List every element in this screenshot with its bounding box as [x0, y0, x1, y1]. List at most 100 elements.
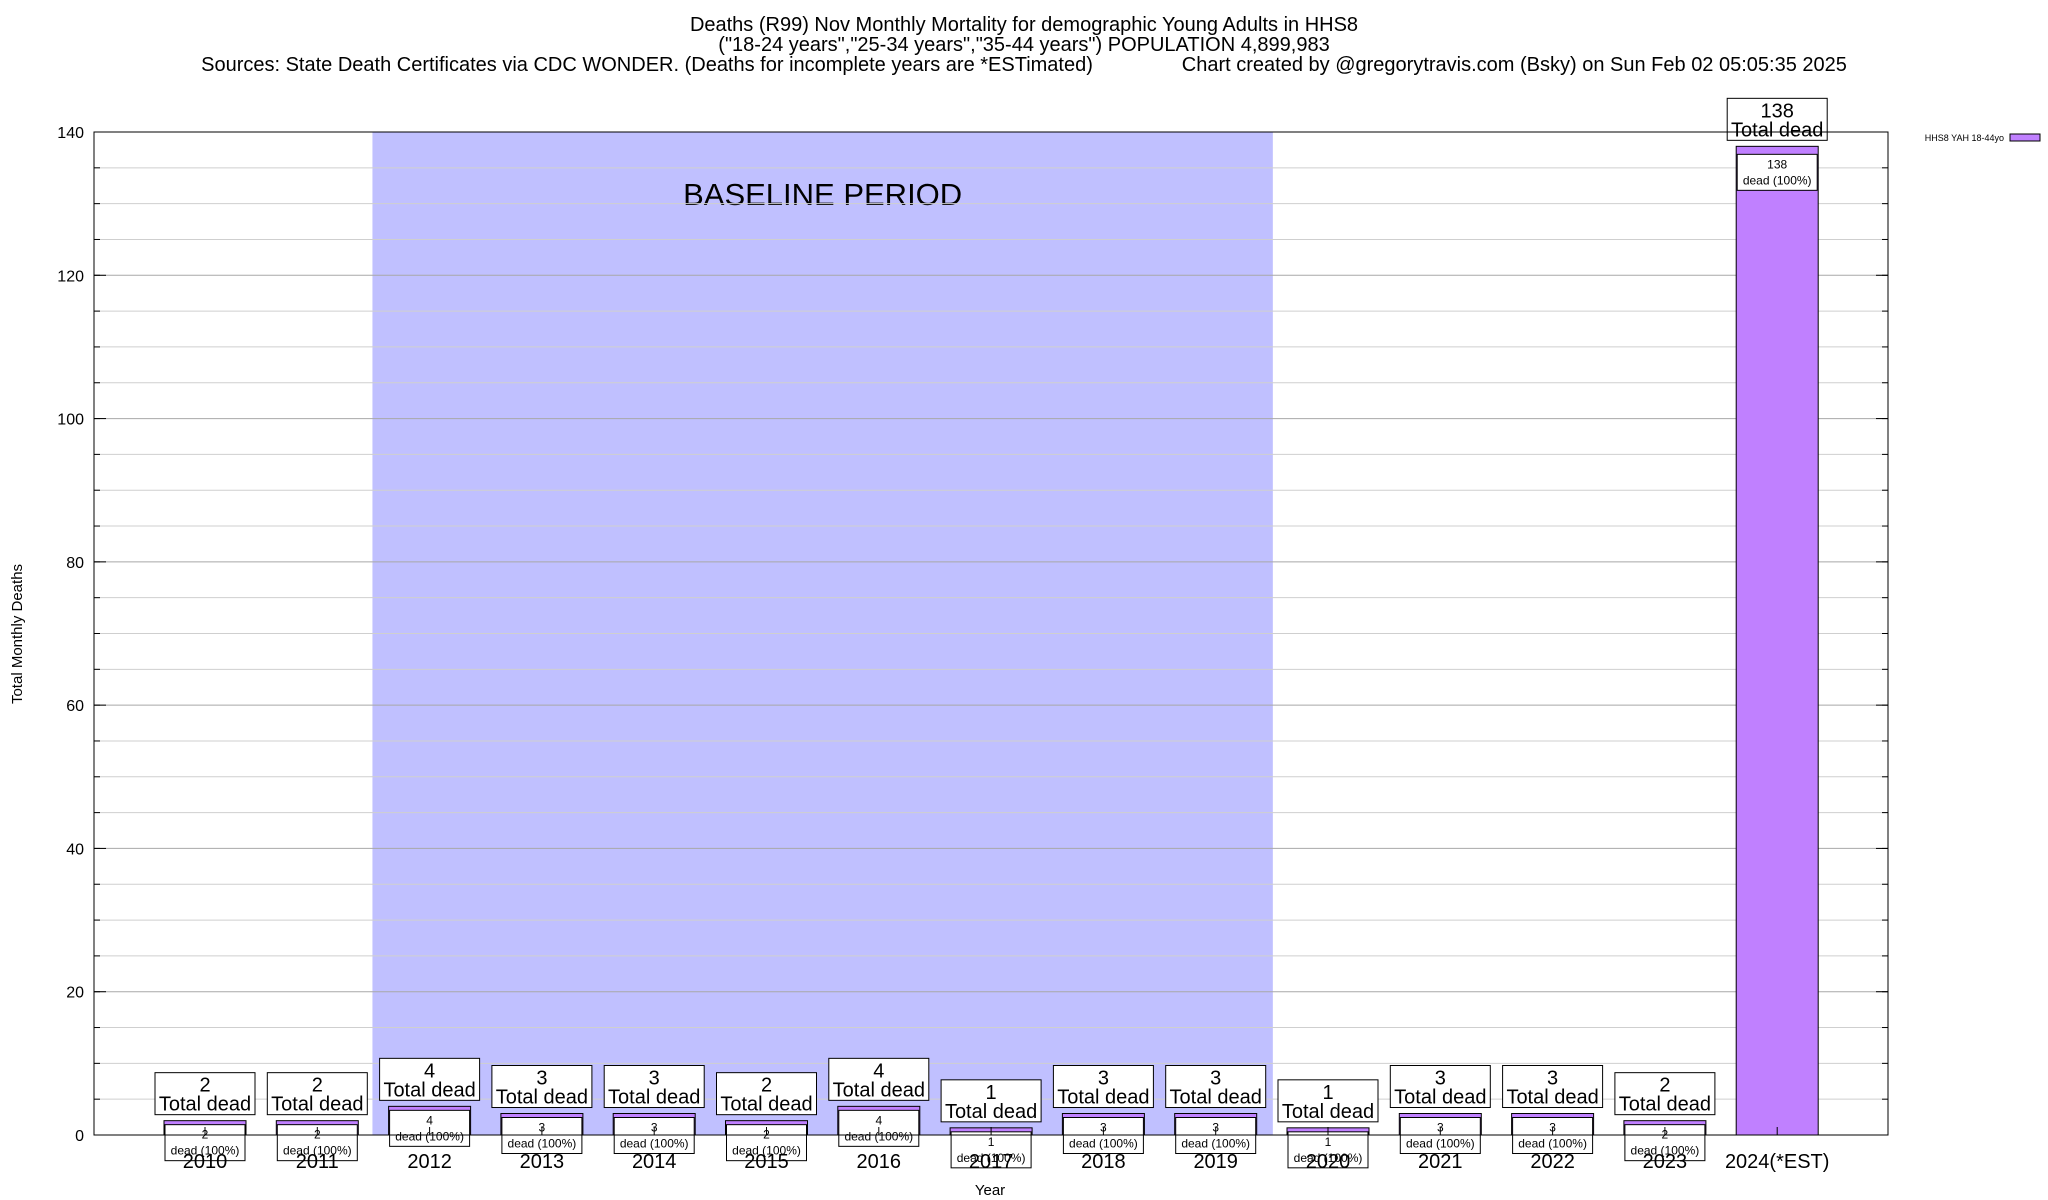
bar-top-value: 3: [1547, 1068, 1558, 1090]
bar-top-value: 2: [312, 1075, 323, 1097]
bar-top-label: Total dead: [608, 1087, 700, 1109]
y-tick-label: 40: [66, 841, 84, 858]
bar-inner-label-box: [1399, 1117, 1481, 1155]
bar-top-value: 3: [1210, 1068, 1221, 1090]
bar-inner-label-box: [1287, 1131, 1369, 1169]
bar: [1735, 145, 1819, 1136]
bar-inner-label: dead (100%): [1069, 1137, 1138, 1151]
x-axis-label: Year: [975, 1182, 1005, 1199]
chart-subtitle: ("18-24 years","25-34 years","35-44 year…: [718, 34, 1330, 56]
x-tick-label: 2018: [1081, 1151, 1126, 1173]
x-tick-label: 2014: [632, 1151, 677, 1173]
x-tick-label: 2017: [969, 1151, 1014, 1173]
bar-top-label: Total dead: [383, 1079, 475, 1101]
x-tick-label: 2022: [1530, 1151, 1575, 1173]
bar-inner-value: 4: [426, 1113, 433, 1127]
bar-top-value: 3: [1435, 1068, 1446, 1090]
bar-inner-label-box: [1512, 1117, 1594, 1155]
bar-inner-label-box: [1736, 153, 1818, 191]
bar-top-value: 2: [761, 1075, 772, 1097]
y-tick-label: 80: [66, 555, 84, 572]
bar-inner-label-box: [613, 1117, 695, 1155]
x-tick-label: 2023: [1643, 1151, 1688, 1173]
bar-top-label: Total dead: [1057, 1087, 1149, 1109]
bar-top-label-box: [1614, 1072, 1716, 1116]
x-tick-label: 2024(*EST): [1725, 1151, 1830, 1173]
x-tick-label: 2020: [1306, 1151, 1351, 1173]
bar-top-value: 2: [199, 1075, 210, 1097]
bar-inner-label: dead (100%): [1406, 1137, 1475, 1151]
bar-top-label-box: [154, 1072, 256, 1116]
bar-inner-value: 1: [1325, 1135, 1332, 1149]
legend-label: HHS8 YAH 18-44yo: [1925, 133, 2004, 143]
y-tick-label: 100: [57, 412, 84, 429]
bar-top-label: Total dead: [1282, 1101, 1374, 1123]
bar-top-value: 4: [424, 1060, 435, 1082]
x-tick-label: 2011: [296, 1151, 339, 1173]
bar-top-label-box: [266, 1072, 368, 1116]
bar-top-label-box: [603, 1065, 705, 1109]
y-tick-label: 120: [57, 268, 84, 285]
bar-top-label-box: [828, 1057, 930, 1101]
bar-top-value: 3: [1098, 1068, 1109, 1090]
y-tick-label: 60: [66, 698, 84, 715]
x-tick-label: 2019: [1193, 1151, 1238, 1173]
bar-top-label-box: [1726, 97, 1828, 141]
y-tick-label: 0: [75, 1128, 84, 1145]
bar-inner-label: dead (100%): [171, 1144, 240, 1158]
x-tick-label: 2015: [744, 1151, 789, 1173]
bar-top-value: 3: [649, 1068, 660, 1090]
bar-inner-label: dead (100%): [844, 1129, 913, 1143]
bar-inner-label-box: [1175, 1117, 1257, 1155]
bar-top-label: Total dead: [271, 1094, 363, 1116]
bar-top-value: 2: [1659, 1075, 1670, 1097]
bar-top-value: 4: [873, 1060, 884, 1082]
bar-inner-label: dead (100%): [1631, 1144, 1700, 1158]
bar-top-label-box: [379, 1057, 481, 1101]
bar-inner-label: dead (100%): [620, 1137, 689, 1151]
x-tick-label: 2013: [520, 1151, 565, 1173]
y-tick-label: 140: [57, 125, 84, 142]
chart-source-line: Sources: State Death Certificates via CD…: [201, 54, 1847, 76]
legend-swatch: [2009, 133, 2041, 142]
y-axis-label: Total Monthly Deaths: [9, 564, 26, 704]
bar-inner-label: dead (100%): [1294, 1151, 1363, 1165]
bar-top-label: Total dead: [1731, 119, 1823, 141]
bar-top-label-box: [491, 1065, 593, 1109]
x-tick-label: 2016: [857, 1151, 902, 1173]
bar-top-label-box: [1389, 1065, 1491, 1109]
bar-top-value: 1: [1322, 1082, 1333, 1104]
x-tick-label: 2021: [1418, 1151, 1463, 1173]
bar-top-label: Total dead: [720, 1094, 812, 1116]
bar-top-label-box: [1502, 1065, 1604, 1109]
bar-inner-value: 138: [1767, 157, 1787, 171]
bar-inner-value: 1: [988, 1135, 995, 1149]
bar-top-label-box: [1277, 1079, 1379, 1123]
bar-inner-label: dead (100%): [1181, 1137, 1250, 1151]
bar-inner-label: dead (100%): [508, 1137, 577, 1151]
bar-inner-label: dead (100%): [1518, 1137, 1587, 1151]
bar-top-value: 138: [1761, 100, 1794, 122]
bar-inner-label-box: [1062, 1117, 1144, 1155]
baseline-period-label: BASELINE PERIOD: [683, 177, 962, 212]
bar-top-value: 3: [536, 1068, 547, 1090]
bar-inner-label: dead (100%): [1743, 173, 1812, 187]
bar-top-label: Total dead: [496, 1087, 588, 1109]
bar-inner-label: dead (100%): [957, 1151, 1026, 1165]
bar-inner-label: dead (100%): [732, 1144, 801, 1158]
bar-top-value: 1: [986, 1082, 997, 1104]
bar-top-label: Total dead: [1619, 1094, 1711, 1116]
bar-top-label: Total dead: [1394, 1087, 1486, 1109]
bar-top-label: Total dead: [945, 1101, 1037, 1123]
bar-top-label: Total dead: [833, 1079, 925, 1101]
bar-top-label-box: [716, 1072, 817, 1116]
y-tick-label: 20: [66, 985, 84, 1002]
x-tick-label: 2010: [183, 1151, 228, 1173]
plot-frame: [93, 131, 1889, 1136]
bar-top-label: Total dead: [159, 1094, 251, 1116]
bar-top-label-box: [940, 1079, 1042, 1123]
x-tick-label: 2012: [407, 1151, 452, 1173]
bar-inner-label-box: [501, 1117, 583, 1155]
bar-top-label-box: [1165, 1065, 1267, 1109]
